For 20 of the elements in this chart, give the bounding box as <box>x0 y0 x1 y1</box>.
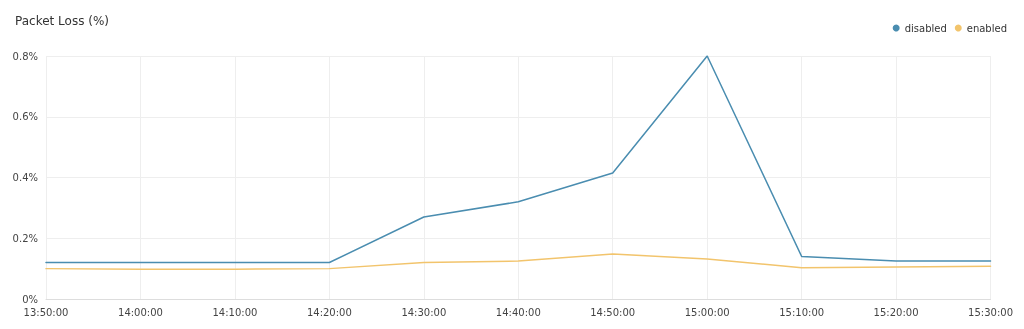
x-tick-label: 14:10:00 <box>212 306 258 318</box>
chart-title: Packet Loss (%) <box>15 14 109 28</box>
line-series <box>45 253 992 270</box>
x-tick-label: 13:50:00 <box>23 306 69 318</box>
x-tick-label: 14:50:00 <box>590 306 636 318</box>
legend-label: enabled <box>966 22 1008 34</box>
x-tick-label: 14:00:00 <box>118 306 163 318</box>
x-tick-label: 15:30:00 <box>968 306 1013 318</box>
x-tick-label: 15:20:00 <box>873 306 919 318</box>
y-tick-label: 0.8% <box>12 50 38 62</box>
x-tick-label: 14:20:00 <box>306 306 352 318</box>
x-tick-label: 15:00:00 <box>684 306 730 318</box>
y-tick-label: 0.2% <box>12 232 38 244</box>
x-tick-label: 14:40:00 <box>495 306 541 318</box>
y-tick-label: 0.4% <box>12 172 38 183</box>
y-tick-label: 0.6% <box>12 111 38 123</box>
legend-label: disabled <box>904 22 947 34</box>
x-tick-label: 14:30:00 <box>401 306 447 318</box>
y-tick-label: 0% <box>22 293 38 305</box>
x-tick-label: 15:10:00 <box>779 306 825 318</box>
